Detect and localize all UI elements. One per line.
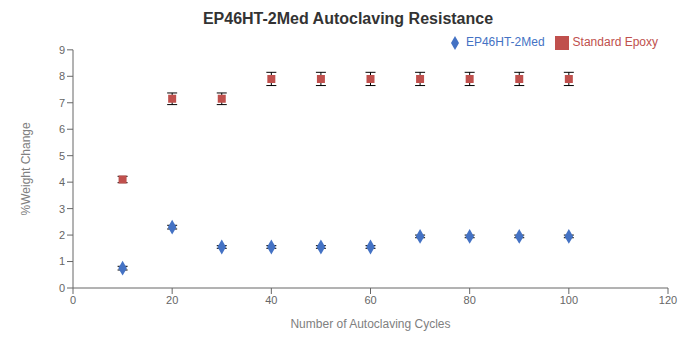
html-text:EP46HT-2Med Autoclaving Resist: EP46HT-2Med Autoclaving Resistance [202,10,494,27]
svg-text:7: 7 [59,97,65,109]
svg-text:60: 60 [364,294,376,306]
svg-text:Number of Autoclaving Cycles: Number of Autoclaving Cycles [290,317,450,331]
svg-text:120: 120 [659,294,677,306]
svg-text:9: 9 [59,44,65,56]
html-text:Standard Epoxy: Standard Epoxy [572,35,658,49]
svg-text:1: 1 [59,255,65,267]
svg-text:3: 3 [59,203,65,215]
svg-text:40: 40 [265,294,277,306]
html-text:EP46HT-2Med: EP46HT-2Med [465,35,545,49]
svg-text:2: 2 [59,229,65,241]
svg-text:6: 6 [59,123,65,135]
svg-text:100: 100 [560,294,578,306]
svg-text:0: 0 [70,294,76,306]
svg-text:0: 0 [59,282,65,294]
svg-text:4: 4 [59,176,65,188]
svg-text:5: 5 [59,150,65,162]
svg-text:20: 20 [166,294,178,306]
svg-text:80: 80 [464,294,476,306]
svg-text:%Weight Change: %Weight Change [19,122,33,215]
svg-text:8: 8 [59,70,65,82]
